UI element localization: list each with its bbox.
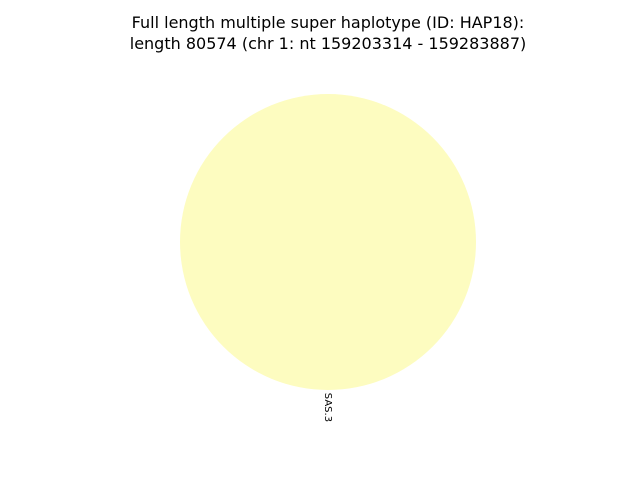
pie-labels: SAS.3 bbox=[322, 393, 333, 422]
pie-slices bbox=[180, 94, 476, 390]
chart-title-line-1: Full length multiple super haplotype (ID… bbox=[132, 13, 525, 32]
pie-slice-label-0: SAS.3 bbox=[322, 393, 333, 422]
pie-slice-0 bbox=[180, 94, 476, 390]
chart-title-line-2: length 80574 (chr 1: nt 159203314 - 1592… bbox=[130, 34, 527, 53]
